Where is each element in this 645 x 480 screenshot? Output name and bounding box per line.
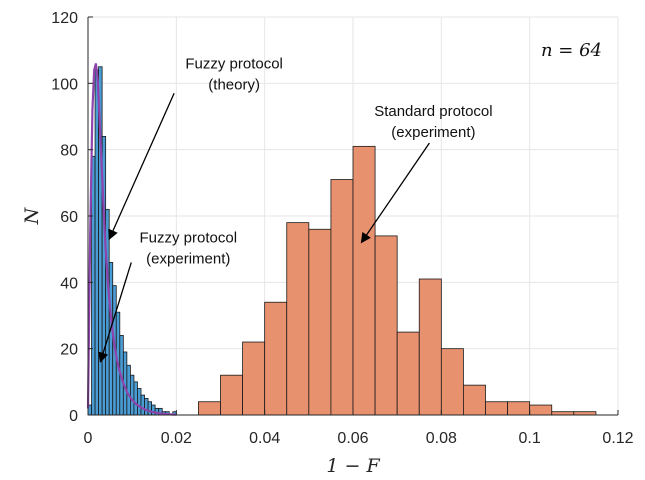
- y-axis-label: N: [21, 206, 43, 225]
- annotations: Fuzzy protocol (theory) Fuzzy protocol (exp…: [98, 55, 493, 363]
- fuzzy-experiment-bar: [108, 262, 114, 416]
- standard-experiment-bar: [396, 331, 420, 416]
- standard-experiment-bar: [242, 341, 266, 416]
- fuzzy-experiment-bar: [140, 394, 145, 416]
- standard-experiment-bar: [220, 374, 243, 416]
- standard-experiment-bar: [463, 384, 486, 416]
- y-tick-label: 0: [69, 408, 78, 425]
- standard-experiment-bar: [352, 145, 376, 416]
- standard-experiment-bar: [507, 401, 531, 416]
- fuzzy-experiment-bar: [133, 381, 138, 416]
- x-axis-label: 1 − F: [326, 455, 380, 477]
- standard-experiment-bar: [308, 228, 332, 416]
- y-tick-label: 20: [60, 342, 78, 359]
- standard-experiment-bar: [330, 179, 354, 416]
- standard-experiment-bar: [264, 301, 288, 416]
- annotation-label-line1: Fuzzy protocol: [185, 55, 283, 72]
- y-tick-label: 80: [60, 143, 78, 160]
- axes: [87, 16, 619, 416]
- annotation-label-line2: (experiment): [146, 250, 230, 267]
- tick-labels: 0 0.02 0.04 0.06 0.08 0.1 0.12 0 20 40 60 80 100 120: [51, 10, 633, 447]
- standard-experiment-bar: [529, 404, 553, 416]
- annotation-label-line2: (theory): [208, 76, 260, 93]
- standard-experiment-bar: [485, 401, 508, 416]
- y-tick-label: 120: [51, 10, 78, 27]
- y-tick-label: 60: [60, 209, 78, 226]
- x-tick-label: 0.06: [337, 430, 368, 447]
- standard-experiment-bar: [440, 348, 464, 416]
- x-tick-label: 0.04: [249, 430, 280, 447]
- theory-curve-layer: [86, 63, 177, 416]
- annotation-label-line2: (experiment): [391, 124, 475, 141]
- annotation-arrow: [108, 93, 175, 241]
- fuzzy-experiment-bar: [91, 155, 96, 416]
- standard-experiment-bar: [374, 235, 398, 416]
- standard-experiment-bar: [198, 401, 221, 416]
- fuzzy-experiment-bar: [147, 401, 152, 416]
- y-tick-label: 100: [51, 76, 78, 93]
- standard-experiment-bar: [286, 222, 310, 416]
- standard-experiment-bar: [418, 278, 442, 416]
- x-tick-label: 0.12: [602, 430, 633, 447]
- annotation-label-line1: Standard protocol: [374, 103, 492, 120]
- x-tick-label: 0.08: [426, 430, 457, 447]
- annotation-arrow: [98, 262, 132, 363]
- x-tick-label: 0.02: [161, 430, 192, 447]
- x-tick-label: 0: [84, 430, 93, 447]
- x-tick-label: 0.1: [519, 430, 541, 447]
- fuzzy-theory-curve: [86, 63, 177, 416]
- fuzzy-experiment-bar: [94, 69, 99, 416]
- y-tick-label: 40: [60, 275, 78, 292]
- annotation-label-line1: Fuzzy protocol: [140, 229, 238, 246]
- n-annotation: n = 64: [541, 40, 602, 61]
- annotation-arrow: [360, 142, 430, 244]
- histogram-bars: [87, 66, 597, 416]
- fuzzy-experiment-bar: [137, 388, 142, 416]
- fuzzy-experiment-bar: [144, 398, 149, 416]
- fuzzy-experiment-bar: [129, 374, 135, 416]
- grid: [87, 16, 619, 416]
